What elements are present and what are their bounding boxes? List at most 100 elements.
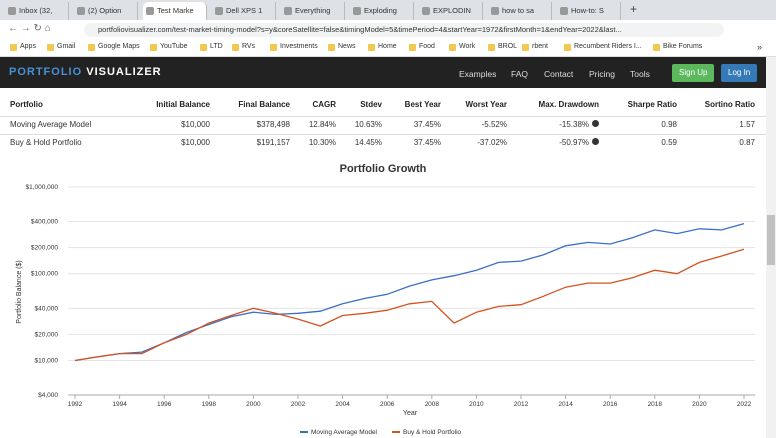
table-cell: 37.45% [413, 138, 441, 147]
table-header: Worst Year [465, 100, 507, 109]
nav-buttons[interactable]: ← → ↻ ⌂ [8, 23, 51, 34]
nav-link[interactable]: Pricing [589, 69, 615, 79]
tab[interactable]: Inbox (32, [5, 2, 69, 20]
tab[interactable]: Test Marke [143, 2, 207, 20]
nav-link[interactable]: Contact [544, 69, 574, 79]
x-tick-label: 2018 [648, 401, 663, 408]
x-tick-label: 1992 [68, 401, 83, 408]
x-tick-label: 1998 [202, 401, 217, 408]
y-tick-label: $4,000 [38, 392, 58, 399]
tab[interactable]: Dell XPS 1 [212, 2, 276, 20]
tab[interactable]: How-to: S [557, 2, 621, 20]
table-header: Portfolio [10, 100, 43, 109]
table-cell: 14.45% [354, 138, 382, 147]
x-tick-label: 2008 [425, 401, 440, 408]
y-tick-label: $20,000 [35, 331, 59, 338]
bookmark[interactable]: Bike Forums [653, 43, 702, 51]
y-tick-label: $400,000 [31, 219, 58, 226]
tab[interactable]: Everything [281, 2, 345, 20]
bookmark[interactable]: Google Maps [88, 43, 140, 51]
chart-title: Portfolio Growth [340, 163, 427, 175]
tab[interactable]: Exploding [350, 2, 414, 20]
table-header: Best Year [404, 100, 441, 109]
nav-link[interactable]: Examples [459, 69, 497, 79]
signup-button[interactable]: Sign Up [672, 64, 715, 82]
bookmark[interactable]: Gmail [47, 43, 75, 51]
info-icon[interactable] [592, 120, 599, 127]
y-tick-label: $40,000 [35, 305, 59, 312]
bookmark[interactable]: Home [368, 43, 397, 51]
logo-b: VISUALIZER [86, 66, 162, 78]
table-header: Sortino Ratio [704, 100, 755, 109]
nav-link[interactable]: Tools [630, 69, 650, 79]
nav-link[interactable]: FAQ [511, 69, 529, 79]
table-cell: $191,157 [256, 138, 290, 147]
bookmark[interactable]: Investments [270, 43, 318, 51]
bookmark[interactable]: Apps [10, 43, 36, 51]
table-cell: 10.63% [354, 120, 382, 129]
legend-label: Moving Average Model [311, 429, 378, 436]
table-cell: -5.52% [481, 120, 507, 129]
table-header: Stdev [360, 100, 382, 109]
table-header: Max. Drawdown [538, 100, 599, 109]
bookmark[interactable]: rbent [522, 43, 548, 51]
site-header: PORTFOLIO VISUALIZER Sign Up Log In Exam… [0, 57, 766, 88]
x-tick-label: 2016 [603, 401, 618, 408]
logo[interactable]: PORTFOLIO VISUALIZER [9, 66, 162, 78]
row-border [0, 134, 766, 153]
table-cell: 1.57 [739, 120, 755, 129]
bookmark[interactable]: YouTube [150, 43, 188, 51]
legend-label: Buy & Hold Portfolio [403, 429, 462, 436]
x-tick-label: 2012 [514, 401, 529, 408]
table-header: Sharpe Ratio [627, 100, 677, 109]
bookmark[interactable]: LTD [200, 43, 223, 51]
x-tick-label: 2006 [380, 401, 395, 408]
bookmark[interactable]: RVs [232, 43, 255, 51]
x-tick-label: 1996 [157, 401, 172, 408]
table-cell: -37.02% [477, 138, 507, 147]
table-cell: 0.98 [661, 120, 677, 129]
bookmark[interactable]: Food [409, 43, 435, 51]
tab[interactable]: EXPLODIN [419, 2, 483, 20]
x-tick-label: 2010 [469, 401, 484, 408]
tab-bar: Inbox (32, (2) Option Test Marke Dell XPS 1… [0, 0, 776, 20]
table-cell: 37.45% [413, 120, 441, 129]
chart: Portfolio Growth Portfolio Balance ($) Y… [16, 163, 756, 436]
table-cell: $10,000 [181, 138, 210, 147]
y-tick-label: $100,000 [31, 271, 58, 278]
bookmark[interactable]: BROL [488, 43, 517, 51]
login-button[interactable]: Log In [721, 64, 758, 82]
tab[interactable]: how to sa [488, 2, 552, 20]
logo-a: PORTFOLIO [9, 66, 83, 78]
table-cell: Buy & Hold Portfolio [10, 138, 82, 147]
tab[interactable]: (2) Option [74, 2, 138, 20]
table-header: Initial Balance [156, 100, 210, 109]
x-tick-label: 2000 [246, 401, 261, 408]
bookmark[interactable]: Recumbent Riders I... [564, 43, 642, 51]
x-tick-label: 1994 [112, 401, 127, 408]
table-header: CAGR [312, 100, 336, 109]
info-icon[interactable] [592, 138, 599, 145]
scroll-thumb[interactable] [767, 215, 775, 265]
table-header: Final Balance [238, 100, 290, 109]
bookmark[interactable]: News [328, 43, 356, 51]
new-tab[interactable]: + [630, 2, 638, 16]
url[interactable]: portfoliovisualizer.com/test-market-timi… [84, 23, 724, 37]
table-cell: -15.38% [559, 120, 589, 129]
table-cell: 10.30% [308, 138, 336, 147]
table-cell: 0.59 [661, 138, 677, 147]
table-cell: Moving Average Model [10, 120, 92, 129]
table-cell: 12.84% [308, 120, 336, 129]
series-line [74, 222, 745, 362]
bookmark[interactable]: Work [449, 43, 475, 51]
row-border [0, 116, 766, 135]
bookmarks-bar: Apps Gmail Google Maps YouTube LTD RVs Investm… [0, 40, 776, 57]
x-tick-label: 2004 [335, 401, 350, 408]
y-tick-label: $10,000 [35, 357, 59, 364]
more-bookmarks[interactable]: » [757, 42, 763, 52]
y-axis-label: Portfolio Balance ($) [16, 260, 23, 323]
series-line [74, 248, 745, 362]
table-cell: -50.97% [559, 138, 589, 147]
x-tick-label: 2014 [558, 401, 573, 408]
